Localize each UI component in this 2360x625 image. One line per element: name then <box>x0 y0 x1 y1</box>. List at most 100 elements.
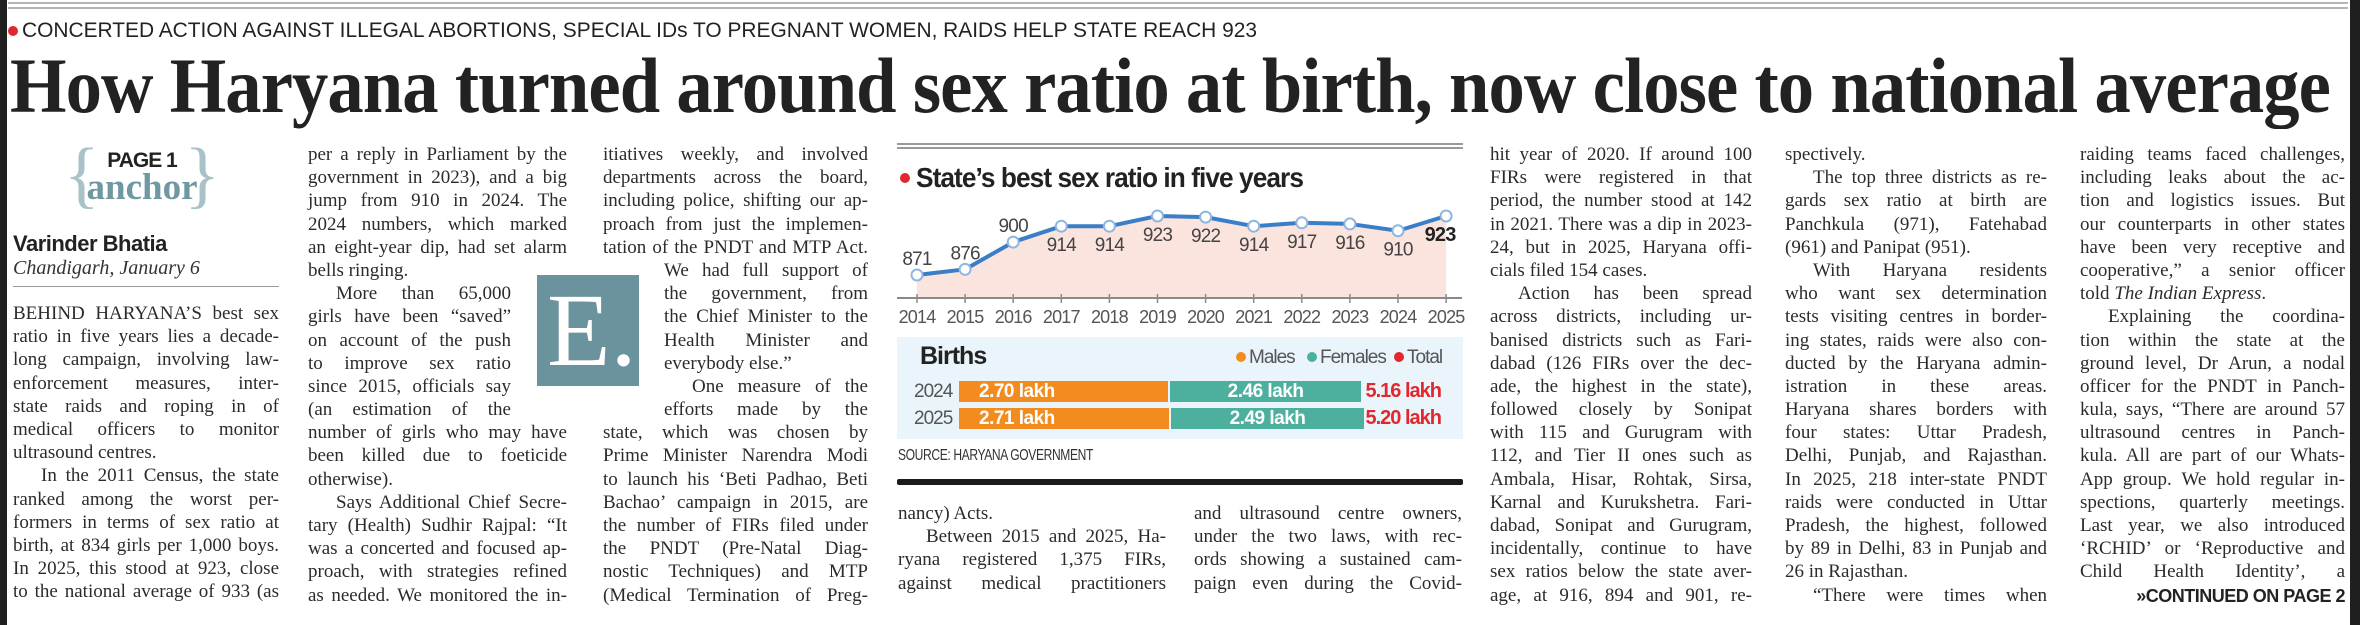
line-text: including police, shifting our ap- <box>603 190 868 212</box>
line-text: (Medical Termination of Preg- <box>603 584 868 606</box>
text-line: 24, but in 2025, Haryana offi- <box>1490 236 1752 259</box>
text-line: incidentally, continue to have <box>1490 537 1752 560</box>
continued-on-page-2-link[interactable]: »CONTINUED ON PAGE 2 <box>2136 586 2345 606</box>
bar-value-label: 2.70 lakh <box>979 381 1055 402</box>
text-line: followed closely by Sonipat <box>1490 398 1752 421</box>
line-text: One measure of the <box>692 375 868 397</box>
line-text: ryana registered 1,375 FIRs, <box>898 549 1166 571</box>
line-text: in 2021. There was a dip in 2023- <box>1490 213 1752 235</box>
publication-name: The Indian Express <box>2114 283 2262 305</box>
line-text: the Chief Minister to the <box>664 306 868 328</box>
line-text: cooperative,” a senior officer <box>2080 259 2345 281</box>
text-line: otherwise). <box>308 468 567 491</box>
line-text: girls have been “saved” <box>308 306 511 328</box>
line-text: by 89 in Delhi, 83 in Punjab and <box>1785 538 2047 560</box>
line-text: the number of FIRs filed under <box>603 515 868 536</box>
data-label: 914 <box>1047 235 1078 256</box>
line-text: state, which was chosen by <box>603 422 868 444</box>
text-line: ultrasound centres. <box>13 441 279 464</box>
text-line: banised districts such as Fari- <box>1490 329 1752 352</box>
line-text: Pradesh, the highest, followed <box>1785 515 2047 536</box>
data-point <box>1295 216 1309 230</box>
text-line: Ambala, Hisar, Rohtak, Sirsa, <box>1490 468 1752 491</box>
text-line: dabad, Sonipat and Gurugram, <box>1490 514 1752 537</box>
data-point <box>958 262 972 276</box>
line-text: Delhi, Punjab, and Rajasthan. <box>1785 445 2047 467</box>
article-column-1: BEHIND HARYANA’S best sex ratio in five y… <box>13 302 279 603</box>
chart-area-fill <box>917 215 1447 298</box>
data-label: 923 <box>1143 225 1173 246</box>
line-text: hit year of 2020. If around 100 <box>1490 144 1752 165</box>
data-label: 910 <box>1383 240 1413 261</box>
top-rule <box>8 2 2348 9</box>
text-line: ground level, Dr Arun, a nodal <box>2080 352 2345 375</box>
line-text: spectively. <box>1785 144 1866 165</box>
x-tick-label: 2019 <box>1139 307 1177 327</box>
bar-females <box>1170 381 1361 402</box>
line-text: have been very receptive and <box>2080 236 2345 258</box>
text-line: ords showing a sustained cam- <box>1194 548 1462 571</box>
data-point <box>1151 209 1164 223</box>
text-line: enforcement measures, inter- <box>13 372 279 395</box>
brace-open-icon: { <box>64 134 100 216</box>
text-line: Last year, we also introduced <box>2080 514 2345 537</box>
line-text: age, at 916, 894 and 901, re- <box>1490 584 1752 606</box>
line-text: birth, at 834 girls per 1,000 boys. <box>13 534 279 556</box>
line-text: With Haryana residents <box>1813 259 2047 281</box>
text-line: under the two laws, with rec- <box>1194 525 1462 548</box>
line-text: the government, from <box>664 283 868 305</box>
anchor-page-label: PAGE 1 <box>107 149 177 172</box>
text-line: Haryana shares borders with <box>1785 398 2047 421</box>
text-line: ryana registered 1,375 FIRs, <box>898 548 1166 571</box>
text-line: against medical practitioners <box>898 572 1166 595</box>
data-label: 876 <box>950 243 980 264</box>
line-text: istration in these areas. <box>1785 375 2047 397</box>
data-label: 900 <box>999 216 1029 237</box>
line-text: (961) and Panipat (951). <box>1785 236 1971 258</box>
text-line: medical officers to monitor <box>13 418 279 441</box>
line-text: to the national average of 933 (as <box>13 581 279 603</box>
line-text: We had full support of <box>664 259 868 281</box>
line-text: Panchkula (971), Fatehabad <box>1785 213 2047 235</box>
data-point <box>1247 219 1261 233</box>
text-line: an eight-year dip, had set alarm <box>308 236 567 259</box>
text-line: Between 2015 and 2025, Ha- <box>898 525 1166 548</box>
text-line: as needed. We monitored the in- <box>308 584 567 607</box>
legend-label: Males <box>1249 347 1296 368</box>
text-line: with 115 and Gurugram with <box>1490 421 1752 444</box>
bar-category-label: 2025 <box>914 408 953 429</box>
byline-author[interactable]: Varinder Bhatia <box>13 231 167 256</box>
line-segment: . <box>2261 283 2267 305</box>
text-line: government in 2023), and a big <box>308 166 567 189</box>
page-edge-right <box>2350 0 2360 625</box>
line-text: per a reply in Parliament by the <box>308 144 567 165</box>
legend-dot-females-icon <box>1307 352 1317 362</box>
line-text: banised districts such as Fari- <box>1490 329 1752 351</box>
text-line: told The Indian Express. <box>2080 282 2345 305</box>
line-text: across districts, including ur- <box>1490 306 1752 328</box>
text-line: With Haryana residents <box>1785 259 2047 282</box>
text-line: Explaining the coordina- <box>2080 305 2345 328</box>
line-text: nancy) Acts. <box>898 503 993 524</box>
line-text: FIRs were registered in that <box>1490 167 1752 189</box>
line-text: paign even during the Covid- <box>1194 572 1462 594</box>
text-line: cials filed 154 cases. <box>1490 259 1752 282</box>
x-tick-label: 2015 <box>947 307 985 327</box>
x-tick-label: 2023 <box>1331 307 1369 327</box>
byline-divider <box>13 286 279 287</box>
text-line: The top three districts as re- <box>1785 166 2047 189</box>
line-text: Says Additional Chief Secre- <box>336 491 567 513</box>
text-line: dabad (126 FIRs over the dec- <box>1490 352 1752 375</box>
line-text: against medical practitioners <box>898 572 1166 594</box>
text-line: In 2025, this stood at 923, close <box>13 557 279 580</box>
line-text: ratio in five years lies a decade- <box>13 326 279 348</box>
x-tick-label: 2025 <box>1428 307 1466 327</box>
line-text: bells ringing. <box>308 259 409 281</box>
chart-bottom-rule <box>897 479 1463 485</box>
line-text: been killed due to foeticide <box>308 445 567 467</box>
text-line: spections, quarterly meetings. <box>2080 491 2345 514</box>
line-text: In the 2011 Census, the state <box>41 465 279 487</box>
line-text: Between 2015 and 2025, Ha- <box>926 526 1166 548</box>
line-text: medical officers to monitor <box>13 418 279 440</box>
line-text: under the two laws, with rec- <box>1194 526 1462 548</box>
